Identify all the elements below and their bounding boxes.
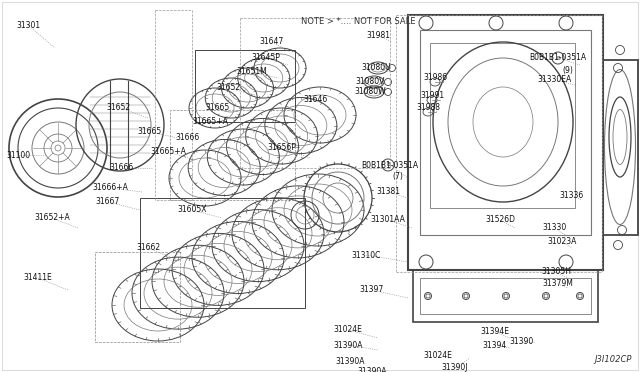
Text: 31390J: 31390J xyxy=(442,363,468,372)
Text: 31646: 31646 xyxy=(304,96,328,105)
Bar xyxy=(430,43,575,208)
Bar xyxy=(140,198,305,308)
Text: 31390A: 31390A xyxy=(335,357,365,366)
Text: NOTE > *.... NOT FOR SALE: NOTE > *.... NOT FOR SALE xyxy=(301,17,415,26)
Text: 31394: 31394 xyxy=(483,340,507,350)
Bar xyxy=(95,252,180,342)
Bar xyxy=(413,270,598,322)
Text: 31665+A: 31665+A xyxy=(192,118,228,126)
Text: 31991: 31991 xyxy=(420,90,444,99)
Text: 31665: 31665 xyxy=(206,103,230,112)
Text: 31652: 31652 xyxy=(106,103,130,112)
Text: 31605X: 31605X xyxy=(177,205,207,215)
Text: 31390A: 31390A xyxy=(357,368,387,372)
Text: 31666+A: 31666+A xyxy=(92,183,128,192)
Bar xyxy=(170,110,295,200)
Text: 31986: 31986 xyxy=(423,74,447,83)
Text: 31656P: 31656P xyxy=(268,144,296,153)
Text: 31652+A: 31652+A xyxy=(34,214,70,222)
Text: 31024E: 31024E xyxy=(424,350,452,359)
Text: 31665: 31665 xyxy=(138,128,162,137)
Text: 31394E: 31394E xyxy=(481,327,509,337)
Text: 31647: 31647 xyxy=(260,38,284,46)
Text: 31305H: 31305H xyxy=(541,267,571,276)
Text: 31379M: 31379M xyxy=(543,279,573,289)
Text: B: B xyxy=(556,55,560,61)
Text: 31981: 31981 xyxy=(366,31,390,39)
Bar xyxy=(420,278,591,314)
Text: 31310C: 31310C xyxy=(351,250,381,260)
Bar xyxy=(408,15,603,270)
Text: 31381: 31381 xyxy=(376,187,400,196)
Text: 31336: 31336 xyxy=(560,190,584,199)
Text: J3I102CP: J3I102CP xyxy=(595,355,632,364)
Text: 31100: 31100 xyxy=(6,151,30,160)
Text: 31666: 31666 xyxy=(176,134,200,142)
Text: 31390A: 31390A xyxy=(333,340,363,350)
Text: B0B1B1-0351A: B0B1B1-0351A xyxy=(529,54,587,62)
Text: 31080W: 31080W xyxy=(354,87,386,96)
Text: 31666: 31666 xyxy=(110,164,134,173)
Text: 31526D: 31526D xyxy=(485,215,515,224)
Text: 31080U: 31080U xyxy=(361,64,391,73)
Bar xyxy=(420,30,591,235)
Text: 31667: 31667 xyxy=(96,198,120,206)
Text: 31023A: 31023A xyxy=(547,237,577,247)
Text: 31330: 31330 xyxy=(543,224,567,232)
Text: 31080V: 31080V xyxy=(355,77,385,87)
Text: 31651M: 31651M xyxy=(237,67,268,77)
Bar xyxy=(603,60,638,235)
Text: 31301AA: 31301AA xyxy=(371,215,405,224)
Text: 31301: 31301 xyxy=(16,20,40,29)
Text: 31645P: 31645P xyxy=(252,54,280,62)
Text: (9): (9) xyxy=(563,65,573,74)
Text: 31988: 31988 xyxy=(416,103,440,112)
Bar xyxy=(195,50,295,122)
Text: 31665+A: 31665+A xyxy=(150,148,186,157)
Text: (7): (7) xyxy=(392,173,403,182)
Text: 31662: 31662 xyxy=(136,244,160,253)
Text: 31390: 31390 xyxy=(510,337,534,346)
Text: 31652: 31652 xyxy=(216,83,240,93)
Text: 31397: 31397 xyxy=(360,285,384,295)
Text: 31330EA: 31330EA xyxy=(538,76,572,84)
Text: 31411E: 31411E xyxy=(24,273,52,282)
Text: B: B xyxy=(386,163,390,167)
Text: 31024E: 31024E xyxy=(333,326,362,334)
Text: B0B1B1-0351A: B0B1B1-0351A xyxy=(362,160,419,170)
